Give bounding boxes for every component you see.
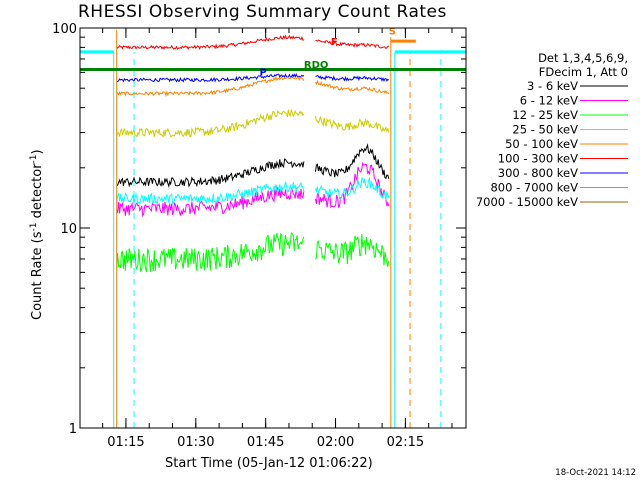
- y-axis-label: Count Rate (s-1 detector-1): [29, 149, 45, 320]
- series-line-0: [116, 143, 390, 188]
- x-axis-ticks: 01:15 01:30 01:45 02:00 02:15: [102, 28, 453, 450]
- x-tick-label: 01:30: [177, 435, 214, 450]
- series-line-2: [116, 232, 390, 273]
- series-line-5: [116, 34, 390, 51]
- timestamp: 18-Oct-2021 14:12: [555, 468, 636, 478]
- annotation-f: F: [331, 37, 338, 48]
- y-tick-label: 100: [52, 22, 77, 37]
- y-tick-label: 10: [60, 222, 77, 237]
- series-line-3: [116, 109, 390, 138]
- legend-label-3: 25 - 50 keV: [512, 123, 578, 137]
- x-tick-label: 02:00: [317, 435, 354, 450]
- legend-label-5: 100 - 300 keV: [498, 152, 578, 166]
- annotation-s: S: [389, 26, 396, 37]
- legend-label-7: 800 - 7000 keV: [490, 181, 578, 195]
- series-line-cyan: [116, 176, 390, 206]
- legend-label-0: 3 - 6 keV: [527, 79, 578, 93]
- legend: Det 1,3,4,5,6,9,FDecim 1, Att 03 - 6 keV…: [476, 51, 628, 209]
- x-tick-label: 01:45: [247, 435, 284, 450]
- annotation-rdo: RDO: [304, 60, 329, 71]
- legend-label-2: 12 - 25 keV: [512, 108, 578, 122]
- y-axis-ticks: 1 10 100: [52, 22, 466, 437]
- legend-header: Det 1,3,4,5,6,9,: [538, 51, 628, 65]
- y-tick-label: 1: [69, 422, 77, 437]
- series-line-1: [116, 161, 390, 218]
- legend-header: FDecim 1, Att 0: [539, 65, 628, 79]
- x-tick-label: 02:15: [387, 435, 424, 450]
- x-axis-label: Start Time (05-Jan-12 01:06:22): [165, 456, 373, 471]
- legend-label-6: 300 - 800 keV: [498, 166, 578, 180]
- plot-frame: [79, 27, 467, 429]
- series-line-6: [116, 72, 390, 83]
- legend-label-1: 6 - 12 keV: [520, 94, 578, 108]
- x-tick-label: 01:15: [107, 435, 144, 450]
- legend-label-8: 7000 - 15000 keV: [476, 195, 578, 209]
- series-line-4: [116, 76, 390, 97]
- chart-title: RHESSI Observing Summary Count Rates: [78, 2, 447, 22]
- annotation-p: P: [259, 67, 266, 78]
- legend-label-4: 50 - 100 keV: [505, 137, 578, 151]
- plot-area: RDO F S P: [80, 26, 466, 428]
